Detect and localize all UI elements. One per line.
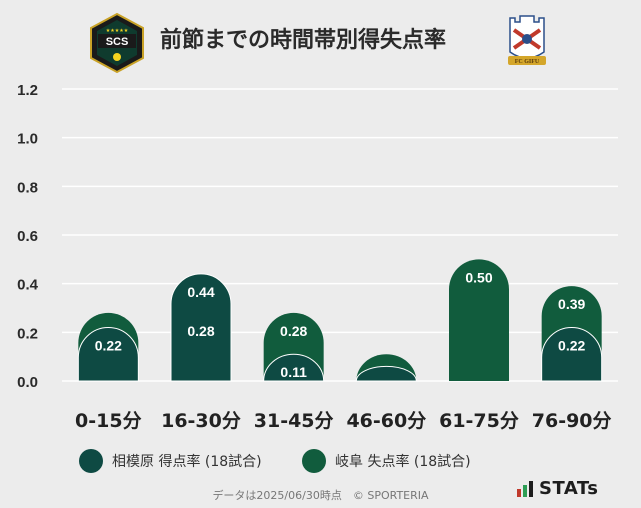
away-team-badge: FC GIFU	[508, 15, 546, 65]
x-tick-label-5: 76-90分	[532, 410, 612, 432]
y-tick-label-0: 0.0	[17, 374, 38, 391]
legend-label-away: 岐阜 失点率 (18試合)	[335, 454, 471, 470]
stats-bars-icon	[517, 480, 535, 497]
stats-wordmark: STATs	[539, 478, 599, 499]
data-label-away-1: 0.28	[187, 323, 214, 339]
data-label-home-2: 0.11	[280, 364, 307, 380]
y-tick-label-3: 0.6	[17, 228, 38, 245]
legend-item-home: 相模原 得点率 (18試合)	[79, 447, 262, 475]
data-label-away-5: 0.39	[558, 296, 585, 312]
x-tick-label-3: 46-60分	[346, 410, 426, 432]
home-badge-text: SCS	[106, 36, 129, 48]
bar-away-4	[449, 259, 509, 381]
bar-home-5	[541, 327, 603, 382]
legend-label-home: 相模原 得点率 (18試合)	[112, 454, 262, 470]
svg-text:★★★★★: ★★★★★	[106, 28, 129, 34]
data-label-away-2: 0.28	[280, 323, 307, 339]
x-tick-label-4: 61-75分	[439, 410, 519, 432]
stats-logo: STATs	[517, 478, 598, 499]
legend-item-away: 岐阜 失点率 (18試合)	[302, 447, 471, 475]
data-label-away-4: 0.50	[465, 269, 492, 285]
y-tick-label-4: 0.8	[17, 179, 38, 196]
data-label-home-5: 0.22	[558, 337, 585, 353]
legend-swatch-home	[79, 449, 103, 473]
bar-home-2	[263, 353, 325, 382]
y-tick-label-6: 1.2	[17, 82, 38, 99]
y-tick-label-5: 1.0	[17, 131, 38, 148]
data-label-home-0: 0.22	[95, 337, 122, 353]
y-tick-label-1: 0.2	[17, 325, 38, 342]
bar-home-3	[355, 365, 417, 382]
data-label-home-1: 0.44	[187, 284, 214, 300]
home-team-badge: SCS ★★★★★	[90, 12, 144, 74]
chart-title: 前節までの時間帯別得失点率	[160, 28, 447, 53]
x-tick-label-1: 16-30分	[161, 410, 241, 432]
x-tick-label-0: 0-15分	[75, 410, 142, 432]
legend-swatch-away	[302, 449, 326, 473]
data-source-note: データは2025/06/30時点 © SPORTERIA	[212, 489, 429, 502]
x-tick-label-2: 31-45分	[254, 410, 334, 432]
bar-home-0	[77, 327, 139, 382]
away-badge-text: FC GIFU	[515, 59, 540, 65]
bar-home-1	[170, 273, 232, 382]
y-tick-label-2: 0.4	[17, 277, 39, 294]
